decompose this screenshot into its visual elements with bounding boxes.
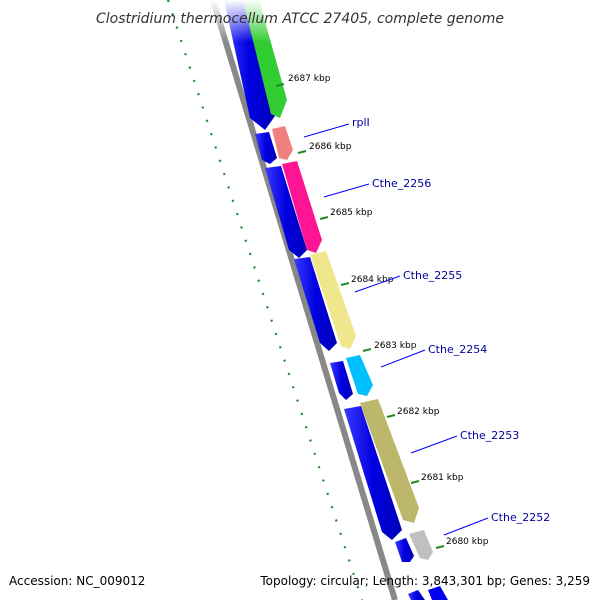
gene-label-rplI[interactable]: rplI bbox=[352, 116, 370, 129]
cds-feature bbox=[255, 132, 277, 164]
cds-feature bbox=[344, 406, 402, 540]
genome-backbone bbox=[210, 0, 398, 600]
tick-mark bbox=[435, 545, 445, 549]
tick-label: 2681 kbp bbox=[421, 473, 464, 483]
tick-mark bbox=[275, 83, 285, 87]
label-line-rplI bbox=[303, 123, 350, 138]
tick-mark bbox=[362, 348, 372, 352]
gene-label-Cthe_2252[interactable]: Cthe_2252 bbox=[491, 511, 550, 524]
tick-label: 2687 kbp bbox=[288, 74, 331, 84]
tick-label: 2686 kbp bbox=[309, 142, 352, 152]
gene-feature-downstream bbox=[428, 586, 448, 600]
gene-label-Cthe_2254[interactable]: Cthe_2254 bbox=[428, 343, 487, 356]
ruler-ticks bbox=[275, 83, 445, 549]
tick-label: 2684 kbp bbox=[351, 275, 394, 285]
cds-feature bbox=[330, 361, 353, 400]
tick-label: 2683 kbp bbox=[374, 341, 417, 351]
tick-mark bbox=[319, 216, 329, 220]
gene-forward-track bbox=[243, 0, 448, 600]
label-line-Cthe_2253 bbox=[410, 435, 458, 454]
label-line-Cthe_2254 bbox=[380, 349, 426, 368]
tick-label: 2682 kbp bbox=[397, 407, 440, 417]
cds-feature bbox=[395, 538, 414, 562]
gene-label-Cthe_2256[interactable]: Cthe_2256 bbox=[372, 177, 431, 190]
cds-feature bbox=[294, 257, 337, 351]
label-line-Cthe_2252 bbox=[443, 517, 489, 536]
gene-feature-Cthe_2254 bbox=[346, 355, 373, 396]
label-line-Cthe_2255 bbox=[354, 275, 401, 293]
ruler-labels: 2687 kbp 2686 kbp 2685 kbp 2684 kbp 2683… bbox=[288, 74, 489, 547]
gene-feature-Cthe_2255 bbox=[310, 251, 356, 349]
cds-reverse-track bbox=[224, 0, 425, 600]
tick-mark bbox=[410, 480, 420, 484]
gene-label-Cthe_2253[interactable]: Cthe_2253 bbox=[460, 429, 519, 442]
gene-feature-Cthe_2253 bbox=[360, 399, 419, 523]
tick-label: 2685 kbp bbox=[330, 208, 373, 218]
tick-mark bbox=[386, 414, 396, 418]
label-line-Cthe_2256 bbox=[323, 183, 370, 198]
gene-feature-rplI bbox=[272, 126, 293, 160]
gene-label-lines bbox=[303, 123, 489, 536]
gene-labels: rplI Cthe_2256 Cthe_2255 Cthe_2254 Cthe_… bbox=[352, 116, 550, 524]
cds-feature bbox=[408, 590, 425, 600]
cds-feature bbox=[265, 166, 307, 258]
accession-label: Accession: NC_009012 bbox=[9, 574, 146, 588]
gene-feature-Cthe_2256 bbox=[282, 161, 322, 253]
tick-mark bbox=[297, 150, 307, 154]
tick-label: 2680 kbp bbox=[446, 537, 489, 547]
map-title: Clostridium thermocellum ATCC 27405, com… bbox=[96, 11, 504, 27]
topology-summary: Topology: circular; Length: 3,843,301 bp… bbox=[260, 574, 590, 588]
top-fade bbox=[200, 0, 290, 42]
gene-label-Cthe_2255[interactable]: Cthe_2255 bbox=[403, 269, 462, 282]
tick-mark bbox=[340, 282, 350, 286]
gene-feature-Cthe_2252 bbox=[409, 530, 433, 560]
